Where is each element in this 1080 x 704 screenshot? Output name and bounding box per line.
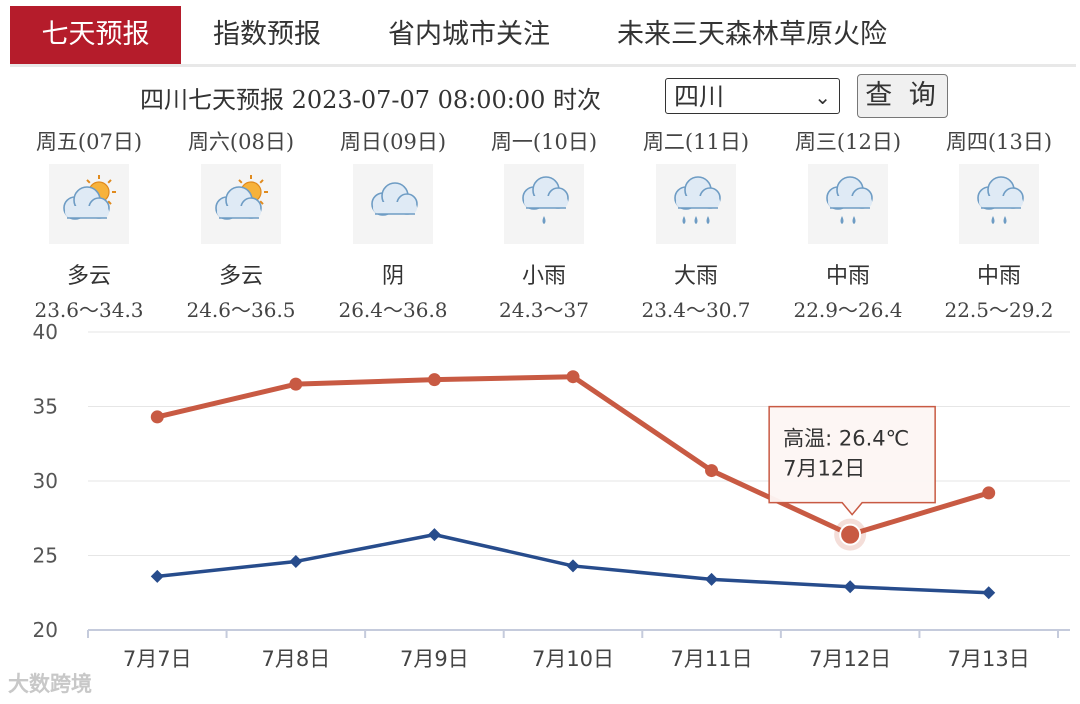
tab-bar: 七天预报 指数预报 省内城市关注 未来三天森林草原火险 (10, 6, 1076, 67)
day-label: 周四(13日) (945, 130, 1053, 154)
x-tick-label: 7月10日 (532, 647, 614, 671)
data-point[interactable] (843, 580, 857, 594)
data-point[interactable] (705, 572, 719, 586)
forecast-day: 周三(12日) 中雨 22.9～26.4 (773, 126, 923, 323)
weather-icon (656, 164, 736, 244)
heavy-rain-icon (674, 176, 721, 224)
weather-icon (959, 164, 1039, 244)
partly-cloudy-icon (63, 175, 116, 220)
weather-icon (808, 164, 888, 244)
x-tick-label: 7月9日 (400, 647, 469, 671)
light-rain-icon (522, 176, 569, 224)
data-point[interactable] (566, 370, 580, 384)
temp-range: 26.4～36.8 (338, 298, 448, 322)
data-point[interactable] (982, 486, 996, 500)
temp-range: 22.5～29.2 (944, 298, 1054, 322)
weather-icon (201, 164, 281, 244)
y-tick-label: 20 (33, 618, 58, 642)
x-tick-label: 7月8日 (261, 647, 330, 671)
province-select-value: 四川 (674, 82, 725, 111)
temp-range: 23.6～34.3 (34, 298, 144, 322)
day-label: 周六(08日) (187, 130, 295, 154)
y-tick-label: 35 (33, 395, 58, 419)
y-tick-label: 40 (33, 320, 58, 344)
query-bar: 四川七天预报 2023-07-07 08:00:00 时次 四川 ⌄ 查 询 (0, 74, 1080, 120)
query-button[interactable]: 查 询 (857, 74, 948, 118)
day-label: 周五(07日) (35, 130, 143, 154)
weather-text: 多云 (66, 264, 111, 289)
overcast-icon (371, 182, 418, 216)
x-tick-label: 7月11日 (671, 647, 753, 671)
forecast-day: 周五(07日) 多云 23.6～34.3 (14, 126, 164, 323)
data-point[interactable] (289, 377, 303, 391)
data-point[interactable] (150, 410, 164, 424)
temp-range: 24.3～37 (499, 298, 589, 322)
x-tick-label: 7月12日 (809, 647, 891, 671)
tooltip (768, 405, 936, 516)
forecast-day: 周一(10日) 小雨 24.3～37 (469, 126, 619, 323)
chevron-down-icon: ⌄ (814, 85, 831, 109)
data-point[interactable] (289, 554, 303, 568)
forecast-day: 周四(13日) 中雨 22.5～29.2 (924, 126, 1074, 323)
temp-range: 24.6～36.5 (186, 298, 296, 322)
data-point[interactable] (427, 528, 441, 542)
weather-icon (49, 164, 129, 244)
weather-icon (353, 164, 433, 244)
weather-text: 小雨 (521, 264, 566, 289)
province-select[interactable]: 四川 ⌄ (665, 78, 840, 114)
y-tick-label: 30 (33, 469, 58, 493)
data-point[interactable] (705, 464, 719, 478)
tab-index-forecast[interactable]: 指数预报 (213, 19, 321, 50)
x-tick-label: 7月7日 (123, 647, 192, 671)
data-point[interactable] (982, 586, 996, 600)
weather-icon (504, 164, 584, 244)
temp-range: 22.9～26.4 (793, 298, 903, 322)
weather-text: 大雨 (673, 264, 718, 289)
day-label: 周二(11日) (642, 130, 750, 154)
temp-range: 23.4～30.7 (641, 298, 751, 322)
watermark: 大数跨境 (8, 672, 92, 696)
forecast-day: 周日(09日) 阴 26.4～36.8 (318, 126, 468, 323)
moderate-rain-icon (977, 176, 1024, 224)
forecast-day: 周二(11日) 大雨 23.4～30.7 (621, 126, 771, 323)
forecast-day: 周六(08日) 多云 24.6～36.5 (166, 126, 316, 323)
x-tick-label: 7月13日 (948, 647, 1030, 671)
weather-text: 中雨 (976, 264, 1021, 289)
highlight-point[interactable] (839, 523, 862, 546)
data-point[interactable] (566, 559, 580, 573)
tab-fire-risk[interactable]: 未来三天森林草原火险 (617, 19, 887, 50)
temperature-chart: 20 25 30 35 40 7月7日 7月8日 7月9日 7月10日 7月11日 7月12日 7月1… (33, 320, 1070, 671)
weather-text: 多云 (218, 264, 263, 289)
day-label: 周三(12日) (794, 130, 902, 154)
partly-cloudy-icon (215, 175, 268, 220)
tooltip-line: 7月12日 (783, 457, 865, 481)
data-point[interactable] (150, 569, 164, 583)
weather-text: 中雨 (825, 264, 870, 289)
tab-city-watch[interactable]: 省内城市关注 (388, 19, 550, 50)
data-point[interactable] (427, 373, 441, 387)
tab-seven-day[interactable]: 七天预报 (10, 6, 181, 64)
day-label: 周一(10日) (490, 130, 598, 154)
day-label: 周日(09日) (339, 130, 447, 154)
forecast-title: 四川七天预报 2023-07-07 08:00:00 时次 (140, 86, 602, 114)
tooltip-line: 高温: 26.4℃ (783, 427, 909, 451)
moderate-rain-icon (826, 176, 873, 224)
weather-text: 阴 (381, 264, 404, 289)
y-tick-label: 25 (33, 544, 58, 568)
